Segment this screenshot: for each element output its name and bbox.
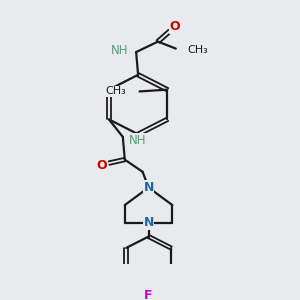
Text: N: N <box>143 216 154 229</box>
Text: CH₃: CH₃ <box>188 45 208 55</box>
Text: O: O <box>169 20 180 33</box>
Text: NH: NH <box>111 44 128 57</box>
Text: NH: NH <box>129 134 146 147</box>
Text: O: O <box>97 159 107 172</box>
Text: F: F <box>144 290 153 300</box>
Text: N: N <box>143 181 154 194</box>
Text: CH₃: CH₃ <box>105 86 126 96</box>
